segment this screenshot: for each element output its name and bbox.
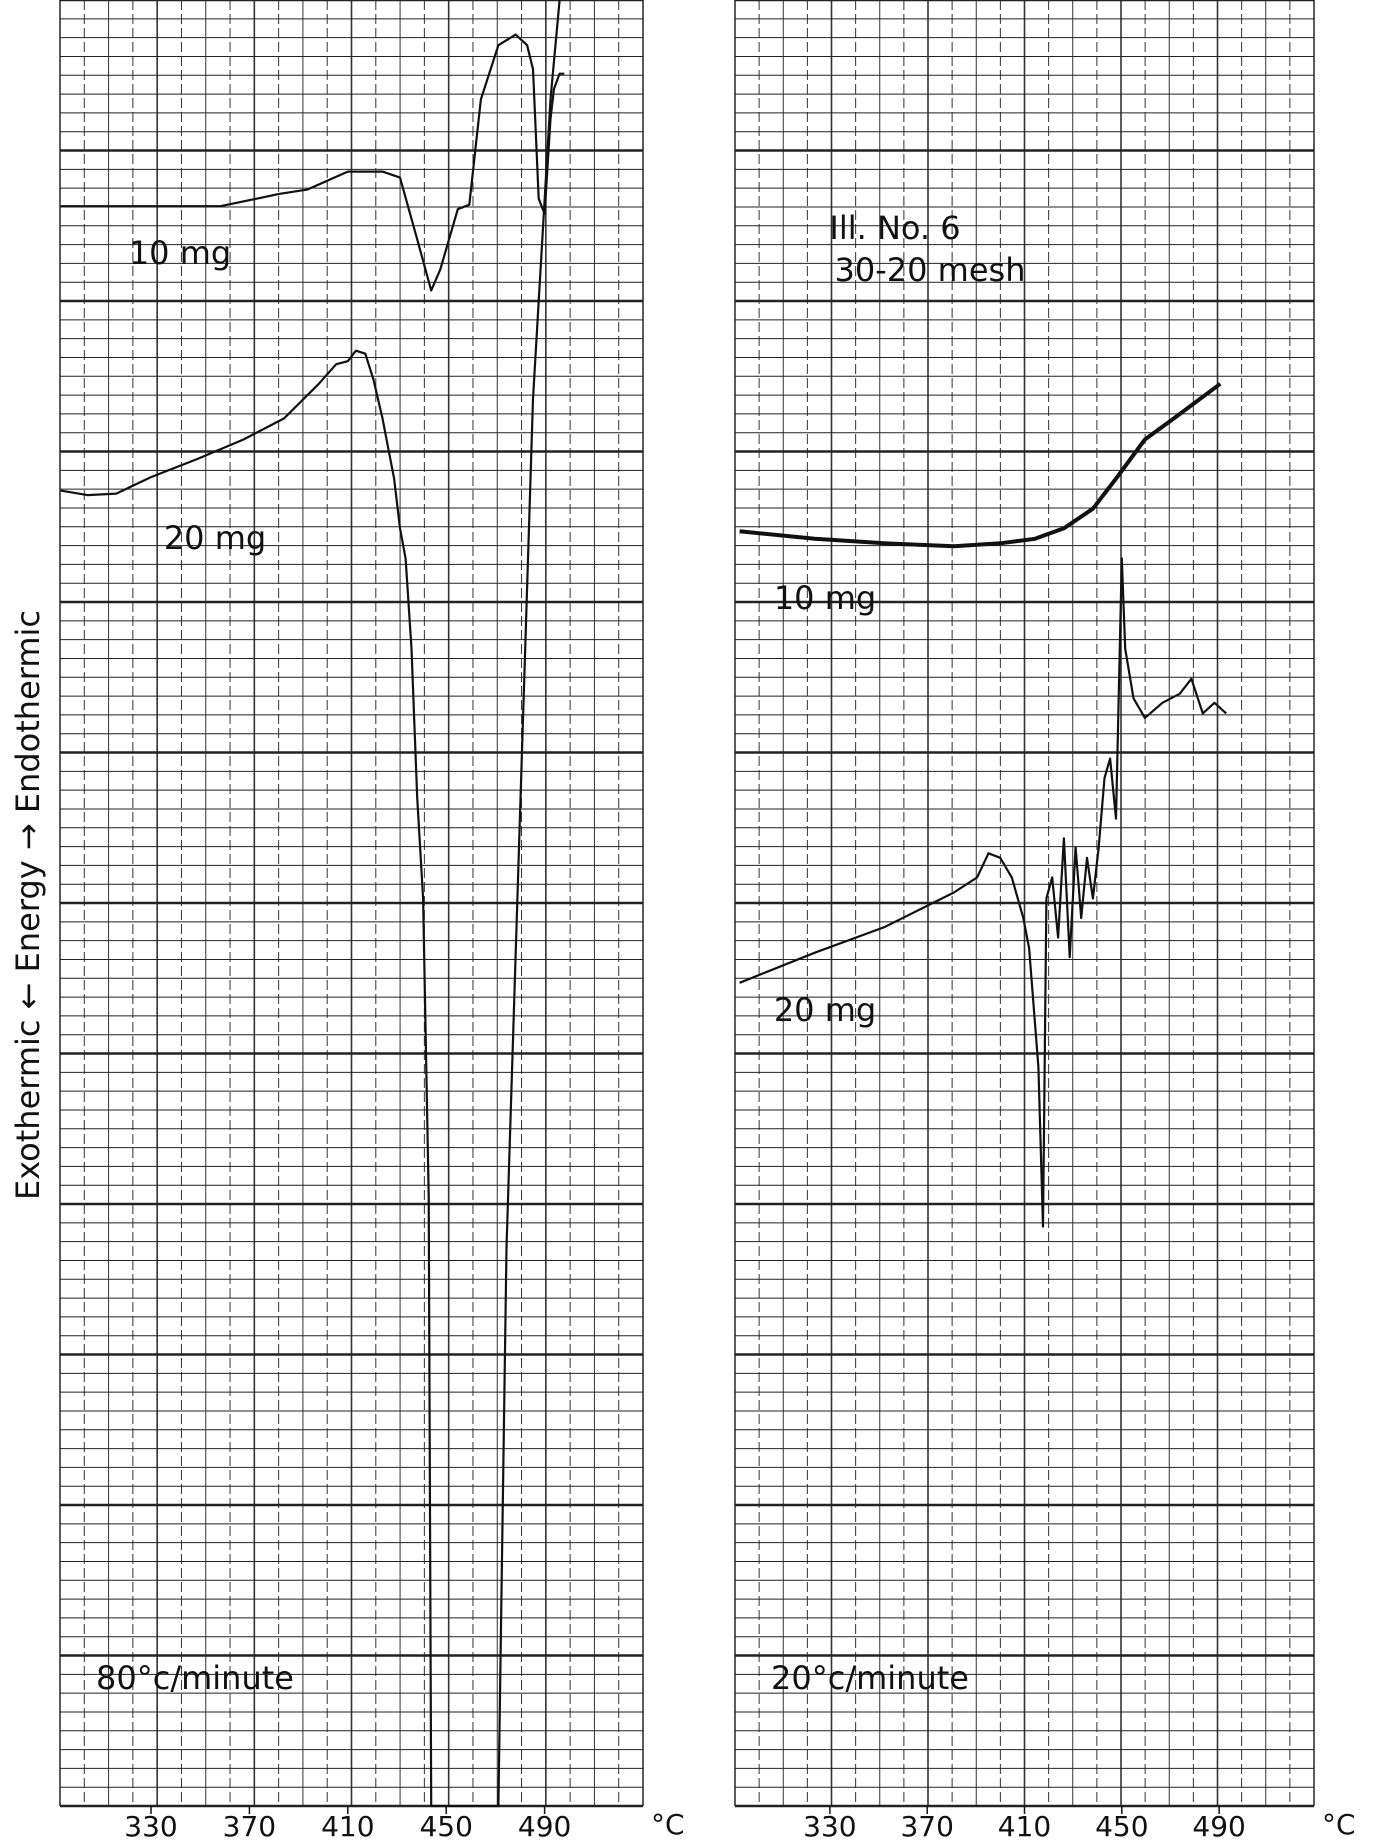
x-tick-label: 490 <box>518 1810 571 1843</box>
x-tick-label: 450 <box>419 1810 472 1843</box>
annotation: 80°c/minute <box>96 1659 294 1697</box>
x-axis-unit: °C <box>651 1808 685 1841</box>
series-label: 20 mg <box>774 991 876 1029</box>
annotation: 30-20 mesh <box>835 251 1026 289</box>
series-label: 20 mg <box>164 519 266 557</box>
x-tick-label: 450 <box>1095 1810 1148 1843</box>
data-line <box>739 557 1227 1228</box>
annotation: Ill. No. 6 <box>829 209 960 247</box>
series-label: 10 mg <box>774 579 876 617</box>
x-tick-label: 370 <box>900 1810 953 1843</box>
x-axis-unit: °C <box>1322 1808 1356 1841</box>
data-line <box>60 0 561 1808</box>
y-axis-label: Exothermic ← Energy → Endothermic <box>9 610 47 1200</box>
panel: 330 370 410 450 490 °C 10 mg 20 mg Ill. No. 6 30-… <box>734 0 1356 1843</box>
x-tick-label: 490 <box>1192 1810 1245 1843</box>
data-line <box>739 382 1222 549</box>
x-tick-label: 410 <box>321 1810 374 1843</box>
annotation: 20°c/minute <box>771 1659 969 1697</box>
series-label: 10 mg <box>129 234 231 272</box>
x-tick-label: 330 <box>124 1810 177 1843</box>
panel: 330 370 410 450 490 °C Exothermic ← Energy → E… <box>9 0 685 1843</box>
x-tick-label: 370 <box>223 1810 276 1843</box>
x-tick-label: 410 <box>998 1810 1051 1843</box>
x-tick-label: 330 <box>803 1810 856 1843</box>
